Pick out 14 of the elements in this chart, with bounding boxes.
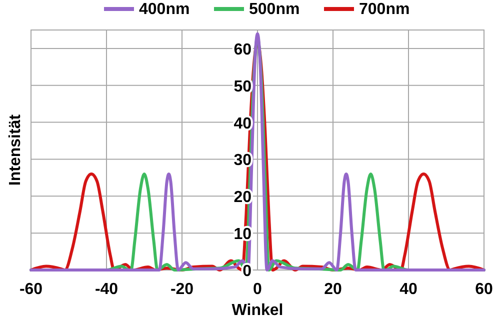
legend-label: 400nm: [139, 1, 190, 18]
legend-label: 700nm: [359, 1, 410, 18]
x-tick-label: -20: [170, 281, 194, 298]
x-tick-label: 60: [475, 281, 493, 298]
x-axis-title: Winkel: [232, 302, 284, 319]
y-tick-label: 50: [234, 78, 252, 96]
x-tick-label: 0: [253, 281, 262, 298]
x-tick-label: -40: [94, 281, 118, 298]
x-tick-label: -60: [19, 281, 43, 298]
x-tick-label: 20: [324, 281, 342, 298]
y-axis-title: Intensität: [7, 114, 24, 186]
x-tick-label: 40: [400, 281, 418, 298]
legend-label: 500nm: [249, 1, 300, 18]
y-tick-label: 60: [234, 41, 252, 58]
